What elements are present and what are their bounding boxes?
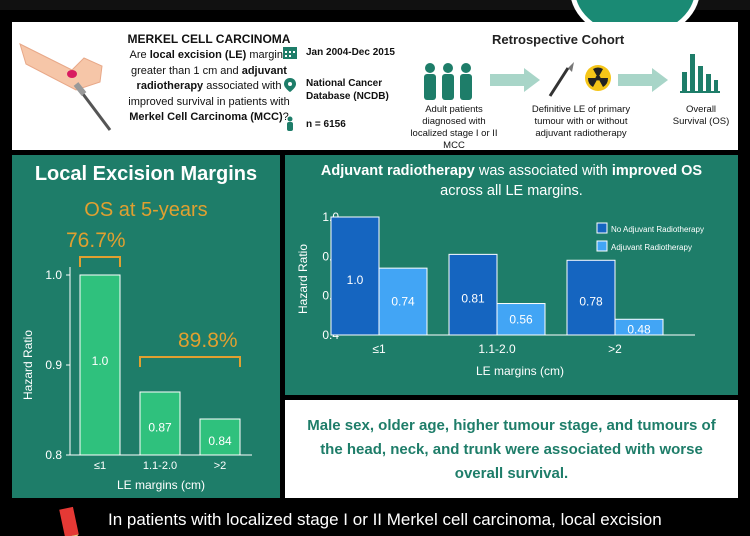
- q-text-1: Are: [129, 49, 150, 61]
- radiation-icon: [585, 65, 611, 91]
- calendar-icon: [283, 47, 297, 59]
- summary-text: Male sex, older age, higher tumour stage…: [307, 417, 716, 482]
- hazard-ratio-chart-left: 0.8 0.9 1.0 1.0 ≤1 0.87 1.1-2.0 0.84 >2 LE margin…: [21, 256, 252, 492]
- q-le: local excision (LE): [149, 49, 247, 61]
- y-tick-label: 0.8: [45, 448, 62, 462]
- bar-value-label: 1.0: [92, 354, 109, 368]
- bracket-1: [79, 256, 121, 267]
- bar: [566, 259, 616, 336]
- legend-label: Adjuvant Radiotherapy: [611, 243, 692, 252]
- bar-value-label: 0.74: [391, 295, 415, 309]
- bar: [496, 303, 546, 336]
- cohort-title: Retrospective Cohort: [492, 32, 625, 47]
- headline-os: improved OS: [611, 163, 703, 179]
- top-bar: [0, 0, 750, 10]
- bar-value-label: 0.84: [208, 434, 232, 448]
- flow-label-outcome: Overall Survival (OS): [672, 104, 730, 127]
- q-text-2: margins greater than 1 cm and: [131, 49, 289, 77]
- bar: [614, 318, 664, 336]
- headline-adj: Adjuvant radiotherapy: [320, 163, 475, 179]
- panel-headline-2: across all LE margins.: [440, 183, 583, 199]
- x-tick-label: >2: [608, 342, 622, 356]
- bar-value-label: 0.81: [461, 292, 485, 306]
- panel-subtitle: OS at 5-years: [84, 199, 208, 221]
- people-group-icon: [424, 63, 472, 100]
- y-axis-label: Hazard Ratio: [296, 244, 310, 314]
- local-excision-panel: Local Excision Margins OS at 5-years 76.…: [12, 155, 280, 498]
- bar: [330, 216, 380, 336]
- q-text-3: associated with improved survival in pat…: [128, 80, 290, 108]
- conclusion-text: In patients with localized stage I or II…: [108, 510, 662, 529]
- bar-value-label: 0.78: [579, 295, 603, 309]
- arrow-right-icon: [490, 68, 540, 92]
- x-tick-label: ≤1: [372, 342, 386, 356]
- bar: [378, 267, 428, 336]
- panel-headline-1: Adjuvant radiotherapy was associated wit…: [285, 163, 738, 179]
- info-dates: Jan 2004-Dec 2015: [282, 44, 395, 60]
- headline-mid: was associated with: [474, 163, 612, 179]
- bar-value-label: 0.56: [509, 312, 533, 326]
- hazard-ratio-chart-right: 0.40.60.81.01.00.810.780.740.560.48≤11.1…: [296, 210, 704, 378]
- excision-illustration-icon: [19, 43, 112, 131]
- bar-value-label: 0.48: [627, 322, 651, 336]
- panel-title: Local Excision Margins: [34, 163, 258, 185]
- pct-label-2: 89.8%: [178, 329, 238, 352]
- info-database: National Cancer Database (NCDB): [282, 77, 402, 103]
- mcc-title: MERKEL CELL CARCINOMA: [127, 32, 291, 46]
- bar-value-label: 0.87: [148, 421, 172, 435]
- arrow-right-icon-2: [618, 68, 668, 92]
- q-adj: adjuvant radiotherapy: [136, 64, 287, 93]
- bar-value-label: 1.0: [347, 273, 364, 287]
- summary-box: Male sex, older age, higher tumour stage…: [285, 400, 738, 498]
- q-text-4: ?: [282, 111, 289, 123]
- bar: [199, 418, 241, 456]
- legend-swatch: [596, 240, 608, 252]
- y-tick-label: 1.0: [45, 268, 62, 282]
- x-tick-label: 1.1-2.0: [478, 342, 516, 356]
- bar: [79, 274, 121, 456]
- database-text: National Cancer Database (NCDB): [306, 78, 389, 102]
- info-n: n = 6156: [282, 116, 346, 132]
- person-icon: [287, 116, 293, 131]
- flow-label-treatment: Definitive LE of primary tumour with or …: [531, 104, 631, 139]
- scalpel-icon: [548, 62, 574, 97]
- bar-chart-icon: [680, 54, 720, 93]
- pencil-icon: [59, 506, 79, 536]
- adjuvant-panel: Adjuvant radiotherapy was associated wit…: [285, 155, 738, 395]
- bar: [448, 253, 498, 336]
- conclusion-bar: In patients with localized stage I or II…: [48, 503, 748, 536]
- legend-label: No Adjuvant Radiotherapy: [611, 225, 704, 234]
- legend-swatch: [596, 222, 608, 234]
- q-mcc: Merkel Cell Carcinoma (MCC): [129, 111, 283, 123]
- x-tick-label: >2: [214, 460, 227, 472]
- x-tick-label: 1.1-2.0: [143, 460, 177, 472]
- pct-label-1: 76.7%: [66, 229, 126, 252]
- y-tick-label: 0.9: [45, 358, 62, 372]
- x-tick-label: ≤1: [94, 460, 106, 472]
- dates-text: Jan 2004-Dec 2015: [306, 46, 395, 58]
- header-panel: MERKEL CELL CARCINOMA Are local excision…: [12, 22, 738, 151]
- x-axis-label: LE margins (cm): [117, 478, 205, 492]
- x-axis-label: LE margins (cm): [476, 364, 564, 378]
- flow-label-patients: Adult patients diagnosed with localized …: [410, 104, 498, 151]
- n-text: n = 6156: [306, 118, 346, 130]
- location-pin-icon: [284, 78, 296, 92]
- y-axis-label: Hazard Ratio: [21, 330, 35, 400]
- bracket-2: [139, 356, 241, 367]
- study-question: Are local excision (LE) margins greater …: [118, 48, 300, 126]
- bar: [139, 391, 181, 456]
